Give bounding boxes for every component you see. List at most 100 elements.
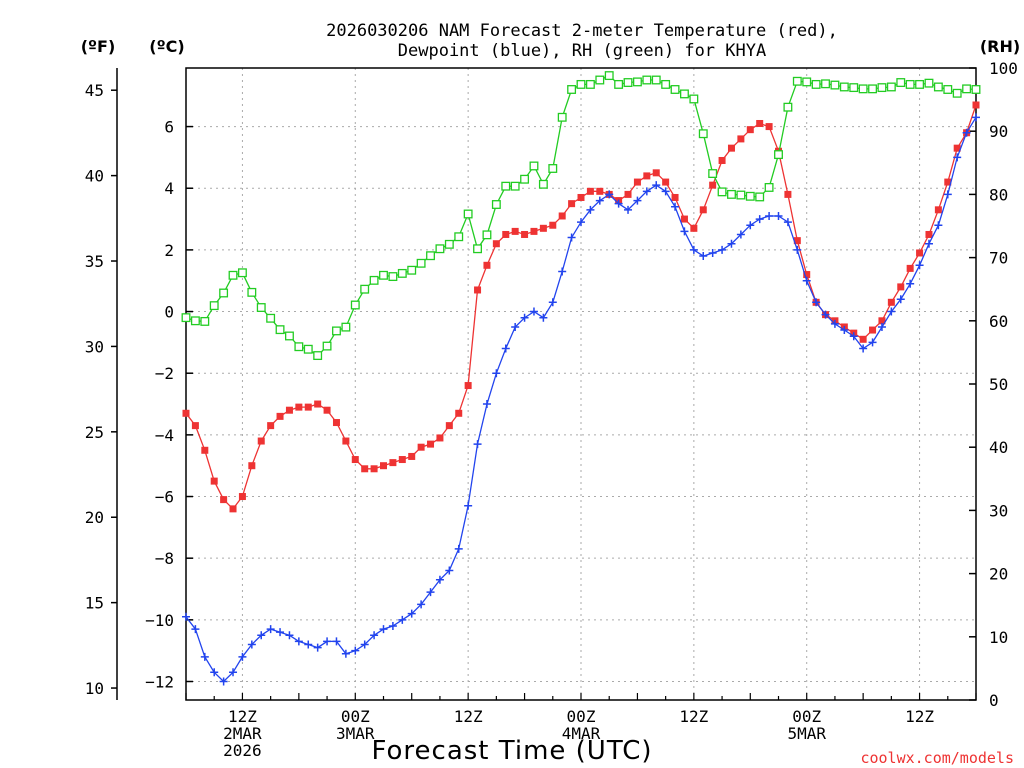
time-tick-label: 2026: [223, 741, 262, 760]
temperature-point: [756, 120, 763, 127]
temperature-point: [512, 228, 519, 235]
dewpoint-point: [558, 267, 566, 275]
rh-point: [370, 277, 378, 285]
x-axis-label: Forecast Time (UTC): [371, 736, 652, 766]
rh-point: [182, 314, 190, 322]
fahrenheit-axis-label: (ºF): [81, 37, 116, 56]
temperature-point: [201, 447, 208, 454]
temperature-point: [681, 216, 688, 223]
dewpoint-point: [398, 616, 406, 624]
dewpoint-point: [474, 440, 482, 448]
temperature-point: [784, 191, 791, 198]
temperature-point: [596, 188, 603, 195]
rh-point: [276, 326, 284, 334]
dewpoint-point: [539, 314, 547, 322]
celsius-tick-label: −12: [145, 673, 174, 692]
rh-point: [192, 317, 200, 325]
temperature-point: [869, 327, 876, 334]
temperature-point: [568, 200, 575, 207]
rh-point: [596, 76, 604, 84]
rh-point: [464, 210, 472, 218]
rh-tick-label: 70: [989, 249, 1008, 268]
rh-point: [239, 269, 247, 277]
chart-title-line2: Dewpoint (blue), RH (green) for KHYA: [398, 41, 766, 61]
rh-point: [953, 89, 961, 97]
rh-point: [333, 327, 341, 335]
rh-point: [831, 81, 839, 89]
dewpoint-point: [690, 246, 698, 254]
rh-point: [963, 85, 971, 93]
temperature-point: [324, 407, 331, 414]
dewpoint-point: [530, 308, 538, 316]
rh-point: [502, 182, 510, 190]
rh-point: [605, 72, 613, 80]
rh-point: [351, 301, 359, 309]
temperature-point: [662, 179, 669, 186]
temperature-point: [587, 188, 594, 195]
temperature-point: [295, 404, 302, 411]
rh-point: [483, 231, 491, 239]
rh-tick-label: 90: [989, 122, 1008, 141]
temperature-point: [634, 179, 641, 186]
time-tick-label: 5MAR: [787, 724, 826, 743]
dewpoint-point: [389, 622, 397, 630]
temperature-point: [361, 465, 368, 472]
temperature-point: [549, 222, 556, 229]
rh-tick-label: 50: [989, 375, 1008, 394]
temperature-point: [766, 123, 773, 130]
celsius-tick-label: −4: [155, 426, 174, 445]
rh-point: [624, 79, 632, 87]
rh-point: [389, 273, 397, 281]
rh-tick-label: 80: [989, 185, 1008, 204]
temperature-point: [925, 231, 932, 238]
temperature-point: [737, 135, 744, 142]
rh-point: [906, 81, 914, 89]
temperature-point: [559, 212, 566, 219]
dewpoint-point: [699, 252, 707, 260]
rh-point: [540, 180, 548, 188]
temperature-point: [371, 465, 378, 472]
rh-point: [229, 271, 237, 279]
temperature-point: [436, 434, 443, 441]
time-tick-label: 3MAR: [336, 724, 375, 743]
dewpoint-point: [568, 234, 576, 242]
dewpoint-point: [464, 502, 472, 510]
temperature-point: [888, 299, 895, 306]
temperature-point: [897, 283, 904, 290]
rh-point: [342, 323, 350, 331]
watermark: coolwx.com/models: [860, 749, 1014, 767]
rh-point: [304, 345, 312, 353]
temperature-series: [183, 101, 980, 512]
temperature-point: [239, 493, 246, 500]
dewpoint-point: [906, 280, 914, 288]
celsius-tick-label: −8: [155, 549, 174, 568]
temperature-point: [399, 456, 406, 463]
dewpoint-point: [483, 400, 491, 408]
rh-point: [314, 352, 322, 360]
fahrenheit-tick-label: 30: [85, 337, 104, 356]
rh-point: [558, 113, 566, 121]
dewpoint-point: [285, 631, 293, 639]
dewpoint-point: [775, 212, 783, 220]
dewpoint-point: [934, 221, 942, 229]
rh-point: [549, 165, 557, 173]
rh-point: [257, 304, 265, 312]
temperature-point: [672, 194, 679, 201]
temperature-point: [935, 206, 942, 213]
celsius-tick-label: −2: [155, 364, 174, 383]
rh-point: [925, 79, 933, 87]
rh-point: [888, 83, 896, 91]
rh-point: [662, 81, 670, 89]
rh-point: [408, 266, 416, 274]
rh-point: [897, 79, 905, 87]
rh-point: [493, 201, 501, 209]
rh-point: [822, 80, 830, 88]
chart-title-line1: 2026030206 NAM Forecast 2-meter Temperat…: [326, 21, 838, 41]
temperature-point: [860, 336, 867, 343]
dewpoint-point: [718, 246, 726, 254]
grid-lines: [186, 68, 976, 700]
rh-point: [784, 103, 792, 111]
temperature-point: [455, 410, 462, 417]
dewpoint-point: [323, 637, 331, 645]
temperature-point: [907, 265, 914, 272]
